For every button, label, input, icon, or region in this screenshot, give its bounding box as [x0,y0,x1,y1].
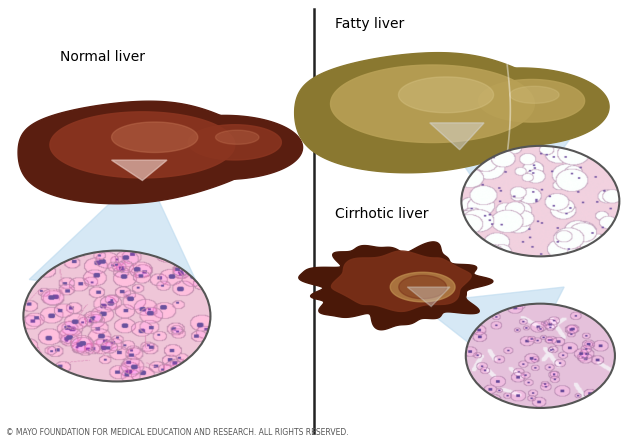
Text: Cirrhotic liver: Cirrhotic liver [335,207,428,221]
Polygon shape [456,133,575,225]
Polygon shape [18,101,265,204]
Text: © MAYO FOUNDATION FOR MEDICAL EDUCATION AND RESEARCH. ALL RIGHTS RESERVED.: © MAYO FOUNDATION FOR MEDICAL EDUCATION … [6,428,349,437]
Polygon shape [390,272,455,302]
Polygon shape [331,65,535,142]
Polygon shape [216,130,259,144]
Polygon shape [430,123,484,150]
Polygon shape [112,122,198,152]
Polygon shape [29,179,205,300]
Polygon shape [188,125,281,160]
Polygon shape [331,251,471,312]
Polygon shape [509,86,559,103]
Polygon shape [50,112,234,178]
Polygon shape [407,287,450,306]
Polygon shape [399,275,447,299]
Text: Normal liver: Normal liver [60,50,145,65]
Polygon shape [428,287,564,381]
Polygon shape [111,160,167,180]
Polygon shape [299,242,493,330]
Polygon shape [478,80,585,122]
Polygon shape [399,77,494,113]
Polygon shape [295,53,566,173]
Polygon shape [147,115,303,179]
Polygon shape [432,68,609,145]
Text: Fatty liver: Fatty liver [335,17,404,31]
